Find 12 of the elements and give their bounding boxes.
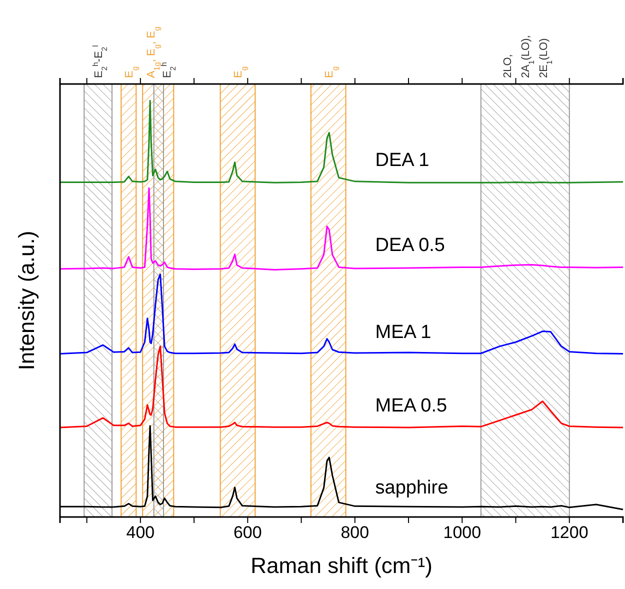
series-label: sapphire [375, 478, 448, 499]
series-label: DEA 1 [375, 150, 430, 171]
x-tick-label: 1000 [443, 523, 482, 542]
series-label: MEA 1 [375, 322, 432, 343]
x-tick-label: 400 [126, 523, 155, 542]
x-tick-label: 800 [340, 523, 370, 542]
series-label: MEA 0.5 [375, 395, 448, 416]
x-tick-label: 1200 [550, 523, 588, 542]
x-tick-label: 600 [233, 523, 262, 542]
series-label: DEA 0.5 [375, 235, 445, 256]
y-axis-title: Intensity (a.u.) [14, 230, 39, 370]
x-axis-title: Raman shift (cm⁻¹) [250, 553, 432, 578]
